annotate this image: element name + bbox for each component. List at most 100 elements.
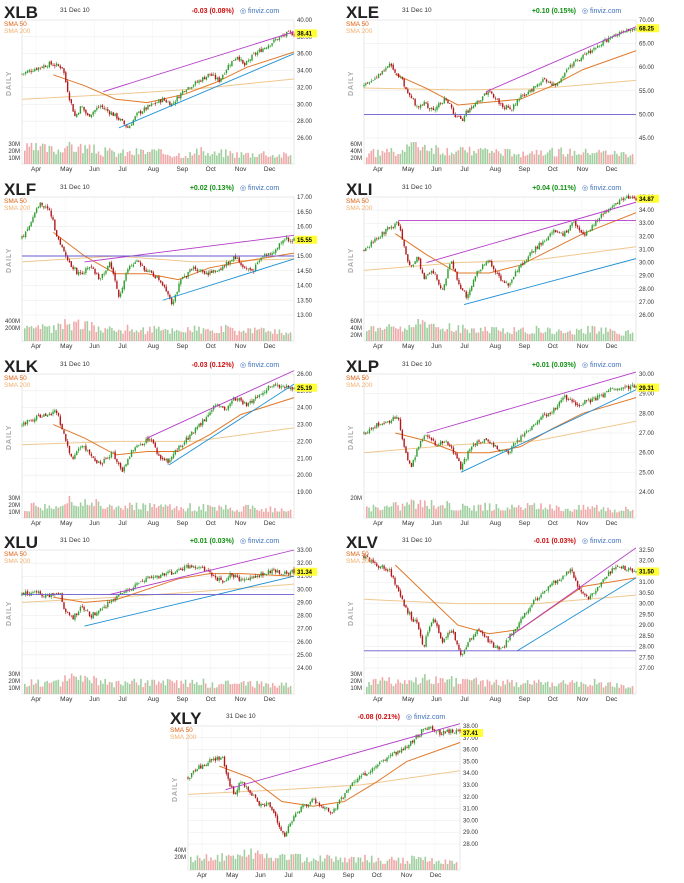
volume-bar bbox=[53, 509, 55, 518]
candle-body bbox=[388, 421, 391, 423]
candle-body bbox=[414, 99, 416, 106]
candle-body bbox=[203, 765, 206, 767]
plot-frame bbox=[21, 373, 295, 519]
y-tick-label: 21.00 bbox=[297, 456, 313, 462]
candle-body bbox=[502, 450, 504, 451]
volume-bar bbox=[419, 499, 422, 518]
volume-bar bbox=[216, 510, 218, 518]
month-label: Apr bbox=[31, 696, 42, 703]
candle-body bbox=[385, 422, 387, 424]
y-tick-label: 28.00 bbox=[297, 119, 313, 125]
candle-body bbox=[500, 103, 502, 104]
candle-body bbox=[289, 387, 292, 389]
candle-body bbox=[423, 645, 425, 647]
candle-body bbox=[28, 420, 31, 421]
sma50-line bbox=[394, 564, 637, 635]
volume-bar bbox=[372, 679, 375, 694]
volume-bar bbox=[162, 329, 165, 341]
volume-bar bbox=[162, 680, 165, 694]
volume-bar bbox=[61, 681, 64, 694]
volume-bar bbox=[265, 155, 267, 164]
volume-bar bbox=[383, 328, 386, 341]
candle-body bbox=[287, 30, 290, 32]
sma50-line bbox=[53, 51, 295, 104]
candle-body bbox=[156, 575, 158, 578]
volume-bar bbox=[308, 862, 310, 870]
volume-bar bbox=[68, 323, 71, 341]
volume-bar bbox=[77, 679, 80, 694]
volume-bar bbox=[117, 153, 120, 164]
candle-body bbox=[260, 49, 262, 52]
candle-body bbox=[174, 101, 177, 104]
candle-body bbox=[389, 755, 392, 757]
volume-bar bbox=[395, 683, 397, 694]
candle-body bbox=[417, 735, 419, 737]
volume-bar bbox=[627, 687, 629, 694]
volume-bar bbox=[210, 857, 212, 870]
volume-bar bbox=[431, 858, 433, 870]
volume-bar bbox=[245, 504, 247, 518]
chart-svg: 40.0038.0036.0034.0032.0030.0028.0026.00… bbox=[4, 3, 317, 173]
candle-body bbox=[222, 580, 224, 583]
volume-bar bbox=[41, 510, 44, 518]
candle-body bbox=[167, 291, 169, 295]
volume-bar bbox=[46, 326, 48, 341]
volume-bar bbox=[236, 854, 239, 870]
brand-label: ◎ finviz.com bbox=[406, 714, 445, 721]
y-tick-label: 33.00 bbox=[639, 221, 655, 227]
candle-body bbox=[622, 31, 624, 32]
candle-body bbox=[545, 589, 548, 591]
candle-body bbox=[609, 571, 612, 574]
candle-body bbox=[410, 265, 413, 267]
candle-body bbox=[141, 444, 144, 446]
candle-body bbox=[441, 440, 444, 444]
volume-bar bbox=[155, 328, 158, 341]
volume-bar bbox=[280, 508, 283, 518]
candle-body bbox=[534, 86, 537, 87]
volume-bar bbox=[198, 857, 201, 870]
volume-bar bbox=[242, 681, 245, 694]
volume-bar bbox=[265, 853, 268, 870]
plot-frame bbox=[363, 196, 637, 342]
candle-body bbox=[411, 740, 414, 743]
chart-svg: 38.0037.0036.0035.0034.0033.0032.0031.00… bbox=[170, 709, 483, 879]
candle-body bbox=[116, 281, 118, 289]
sma50-legend: SMA 50 bbox=[4, 551, 27, 558]
volume-bar bbox=[377, 507, 379, 518]
volume-bar bbox=[200, 147, 203, 164]
brand-label: ◎ finviz.com bbox=[582, 538, 621, 545]
volume-bar bbox=[464, 150, 466, 164]
volume-bar bbox=[435, 327, 437, 341]
volume-bar bbox=[211, 330, 214, 341]
volume-bar bbox=[618, 155, 620, 164]
y-tick-label: 28.00 bbox=[639, 411, 655, 417]
candle-body bbox=[514, 271, 517, 277]
candle-body bbox=[507, 283, 509, 286]
volume-bar bbox=[133, 678, 136, 694]
volume-bar bbox=[262, 328, 265, 341]
volume-bar bbox=[151, 507, 153, 518]
candle-body bbox=[253, 576, 255, 579]
volume-bar bbox=[245, 332, 247, 341]
last-price-label: 31.50 bbox=[639, 570, 655, 576]
candle-body bbox=[410, 95, 413, 99]
volume-bar bbox=[227, 680, 229, 694]
candle-body bbox=[582, 403, 584, 405]
candle-body bbox=[461, 288, 464, 291]
candle-body bbox=[569, 225, 571, 231]
y-tick-label: 29.00 bbox=[639, 274, 655, 280]
candle-body bbox=[374, 561, 376, 563]
candle-body bbox=[181, 445, 184, 448]
candle-body bbox=[59, 416, 62, 425]
volume-bar bbox=[549, 687, 551, 694]
volume-bar bbox=[251, 686, 254, 694]
volume-bar bbox=[627, 157, 629, 164]
volume-bar bbox=[142, 150, 144, 164]
volume-bar bbox=[513, 507, 515, 518]
candle-body bbox=[589, 399, 592, 403]
ticker-label: XLF bbox=[4, 180, 36, 199]
volume-bar bbox=[190, 856, 192, 870]
candle-body bbox=[196, 769, 198, 771]
candle-body bbox=[405, 446, 407, 453]
volume-bar bbox=[520, 157, 522, 164]
